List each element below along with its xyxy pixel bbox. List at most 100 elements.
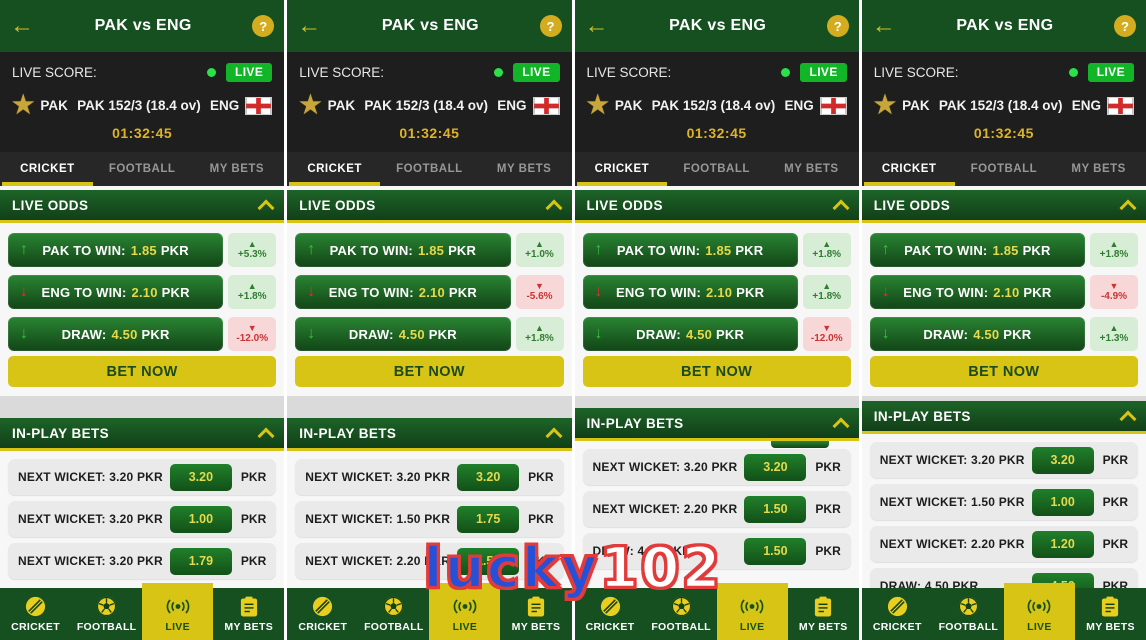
odds-eng-to-win-button[interactable]: ↓ ENG TO WIN: 2.10 PKR	[295, 275, 511, 309]
nav-item-live[interactable]: LIVE	[1003, 583, 1075, 640]
chevron-up-icon[interactable]	[832, 417, 850, 434]
tab-cricket[interactable]: CRICKET	[20, 163, 75, 175]
inplay-row[interactable]: NEXT WICKET: 1.50 PKR 1.00 PKR	[869, 484, 1138, 520]
odds-eng-to-win-button[interactable]: ↓ ENG TO WIN: 2.10 PKR	[8, 275, 224, 309]
inplay-odds-badge[interactable]: 1.00	[169, 505, 232, 533]
inplay-odds-badge[interactable]: 1.00	[1031, 488, 1094, 516]
odds-pak-to-win-button[interactable]: ↑ PAK TO WIN: 1.85 PKR	[8, 233, 224, 267]
inplay-bets-header[interactable]: IN-PLAY BETS	[287, 418, 572, 451]
nav-item-football[interactable]: FOOTBALL	[358, 588, 429, 640]
back-arrow-icon[interactable]: ←	[10, 12, 34, 39]
back-arrow-icon[interactable]: ←	[871, 12, 896, 39]
chevron-up-icon[interactable]	[1119, 199, 1137, 216]
inplay-row[interactable]: NEXT WICKET: 3.20 PKR 3.20 PKR	[8, 459, 277, 495]
bet-now-button[interactable]: BET NOW	[869, 356, 1138, 387]
live-odds-header[interactable]: LIVE ODDS	[574, 190, 859, 223]
nav-item-football[interactable]: FOOTBALL	[933, 588, 1004, 640]
chevron-up-icon[interactable]	[257, 427, 275, 444]
inplay-odds-badge[interactable]: 3.20	[457, 463, 520, 491]
bet-now-button[interactable]: BET NOW	[295, 356, 564, 387]
inplay-odds-badge[interactable]: 3.20	[1031, 446, 1094, 474]
tab-cricket[interactable]: CRICKET	[307, 163, 362, 175]
odds-eng-to-win-button[interactable]: ↓ ENG TO WIN: 2.10 PKR	[582, 275, 798, 309]
live-odds-header[interactable]: LIVE ODDS	[861, 190, 1146, 223]
nav-item-my-bets[interactable]: MY BETS	[788, 588, 859, 640]
inplay-row-label: NEXT WICKET: 3.20 PKR	[18, 512, 163, 526]
inplay-bets-header[interactable]: IN-PLAY BETS	[861, 401, 1146, 434]
nav-item-live[interactable]: LIVE	[429, 583, 501, 640]
tab-football[interactable]: FOOTBALL	[396, 163, 463, 175]
nav-item-live[interactable]: LIVE	[716, 583, 788, 640]
help-icon[interactable]: ?	[1114, 15, 1136, 37]
tab-football[interactable]: FOOTBALL	[683, 163, 750, 175]
odds-draw-button[interactable]: ↓ DRAW: 4.50 PKR	[8, 317, 224, 351]
help-icon[interactable]: ?	[539, 15, 562, 37]
inplay-row-label: NEXT WICKET: 3.20 PKR	[18, 470, 163, 484]
cricket-ball-icon	[311, 595, 334, 618]
back-arrow-icon[interactable]: ←	[584, 12, 609, 39]
nav-item-my-bets[interactable]: MY BETS	[500, 588, 571, 640]
inplay-row[interactable]: NEXT WICKET: 3.20 PKR 1.00 PKR	[8, 501, 277, 537]
nav-item-football[interactable]: FOOTBALL	[71, 588, 142, 640]
nav-item-my-bets[interactable]: MY BETS	[213, 588, 284, 640]
inplay-odds-badge[interactable]: 1.79	[169, 547, 232, 575]
tab-football[interactable]: FOOTBALL	[970, 163, 1038, 175]
help-icon[interactable]: ?	[252, 15, 275, 37]
inplay-odds-badge[interactable]: 1.20	[1031, 530, 1094, 558]
odds-draw-button[interactable]: ↓ DRAW: 4.50 PKR	[869, 317, 1085, 351]
nav-item-cricket[interactable]: CRICKET	[575, 588, 646, 640]
chevron-up-icon[interactable]	[545, 199, 562, 216]
inplay-odds-badge[interactable]: 1.50	[744, 495, 807, 523]
inplay-odds-badge[interactable]: 1.50	[457, 547, 520, 575]
inplay-row[interactable]: NEXT WICKET: 3.20 PKR 3.20 PKR	[869, 442, 1138, 478]
inplay-row[interactable]: DRAW: 4.50 PKR 1.50 PKR	[582, 533, 851, 569]
inplay-bets-header[interactable]: IN-PLAY BETS	[574, 408, 859, 448]
odds-draw-button[interactable]: ↓ DRAW: 4.50 PKR	[582, 317, 798, 351]
odds-draw-button[interactable]: ↓ DRAW: 4.50 PKR	[295, 317, 511, 351]
bet-now-button[interactable]: BET NOW	[582, 356, 851, 387]
tab-my-bets[interactable]: MY BETS	[209, 163, 265, 175]
bet-now-button[interactable]: BET NOW	[8, 356, 277, 387]
nav-item-cricket[interactable]: CRICKET	[862, 588, 933, 640]
chevron-up-icon[interactable]	[257, 199, 275, 216]
inplay-row[interactable]: NEXT WICKET: 2.20 PKR 1.50 PKR	[295, 543, 564, 579]
nav-item-cricket[interactable]: CRICKET	[0, 588, 71, 640]
inplay-row[interactable]: NEXT WICKET: 3.20 PKR 3.20 PKR	[582, 449, 851, 485]
inplay-odds-badge[interactable]: 1.75	[457, 505, 520, 533]
tab-my-bets[interactable]: MY BETS	[784, 163, 839, 175]
chevron-up-icon[interactable]	[832, 199, 850, 216]
change-direction-icon	[822, 282, 831, 291]
odds-pak-to-win-button[interactable]: ↑ PAK TO WIN: 1.85 PKR	[869, 233, 1085, 267]
inplay-odds-badge[interactable]: 1.50	[744, 537, 807, 565]
nav-item-cricket[interactable]: CRICKET	[287, 588, 358, 640]
odds-pak-to-win-button[interactable]: ↑ PAK TO WIN: 1.85 PKR	[295, 233, 511, 267]
chevron-up-icon[interactable]	[1119, 410, 1137, 427]
inplay-row[interactable]: NEXT WICKET: 1.50 PKR 1.75 PKR	[295, 501, 564, 537]
odds-pak-to-win-button[interactable]: ↑ PAK TO WIN: 1.85 PKR	[582, 233, 798, 267]
back-arrow-icon[interactable]: ←	[297, 12, 322, 39]
inplay-row[interactable]: NEXT WICKET: 2.20 PKR 1.20 PKR	[869, 526, 1138, 562]
nav-item-live[interactable]: LIVE	[142, 583, 214, 640]
live-odds-header[interactable]: LIVE ODDS	[287, 190, 572, 223]
inplay-row[interactable]: NEXT WICKET: 3.20 PKR 1.79 PKR	[8, 543, 277, 579]
bottom-nav: CRICKET FOOTBALL LIVE MY BETS	[287, 583, 572, 640]
inplay-bets-header[interactable]: IN-PLAY BETS	[0, 418, 285, 451]
chevron-up-icon[interactable]	[545, 427, 562, 444]
odds-eng-to-win-button[interactable]: ↓ ENG TO WIN: 2.10 PKR	[869, 275, 1085, 309]
live-odds-header[interactable]: LIVE ODDS	[0, 190, 285, 223]
inplay-odds-badge[interactable]: 3.20	[744, 453, 807, 481]
tab-football[interactable]: FOOTBALL	[108, 163, 176, 175]
tab-cricket[interactable]: CRICKET	[881, 163, 937, 175]
tab-cricket[interactable]: CRICKET	[594, 163, 650, 175]
inplay-row[interactable]: NEXT WICKET: 2.20 PKR 1.50 PKR	[582, 491, 851, 527]
odds-currency: PKR	[1023, 284, 1052, 300]
tab-my-bets[interactable]: MY BETS	[496, 163, 552, 175]
inplay-odds-badge[interactable]: 3.20	[169, 463, 232, 491]
tab-my-bets[interactable]: MY BETS	[1071, 163, 1126, 175]
help-icon[interactable]: ?	[826, 15, 849, 37]
inplay-row[interactable]: NEXT WICKET: 3.20 PKR 3.20 PKR	[295, 459, 564, 495]
nav-item-my-bets[interactable]: MY BETS	[1075, 588, 1146, 640]
watermark-text-white: 102	[598, 535, 723, 603]
nav-item-football[interactable]: FOOTBALL	[646, 588, 717, 640]
